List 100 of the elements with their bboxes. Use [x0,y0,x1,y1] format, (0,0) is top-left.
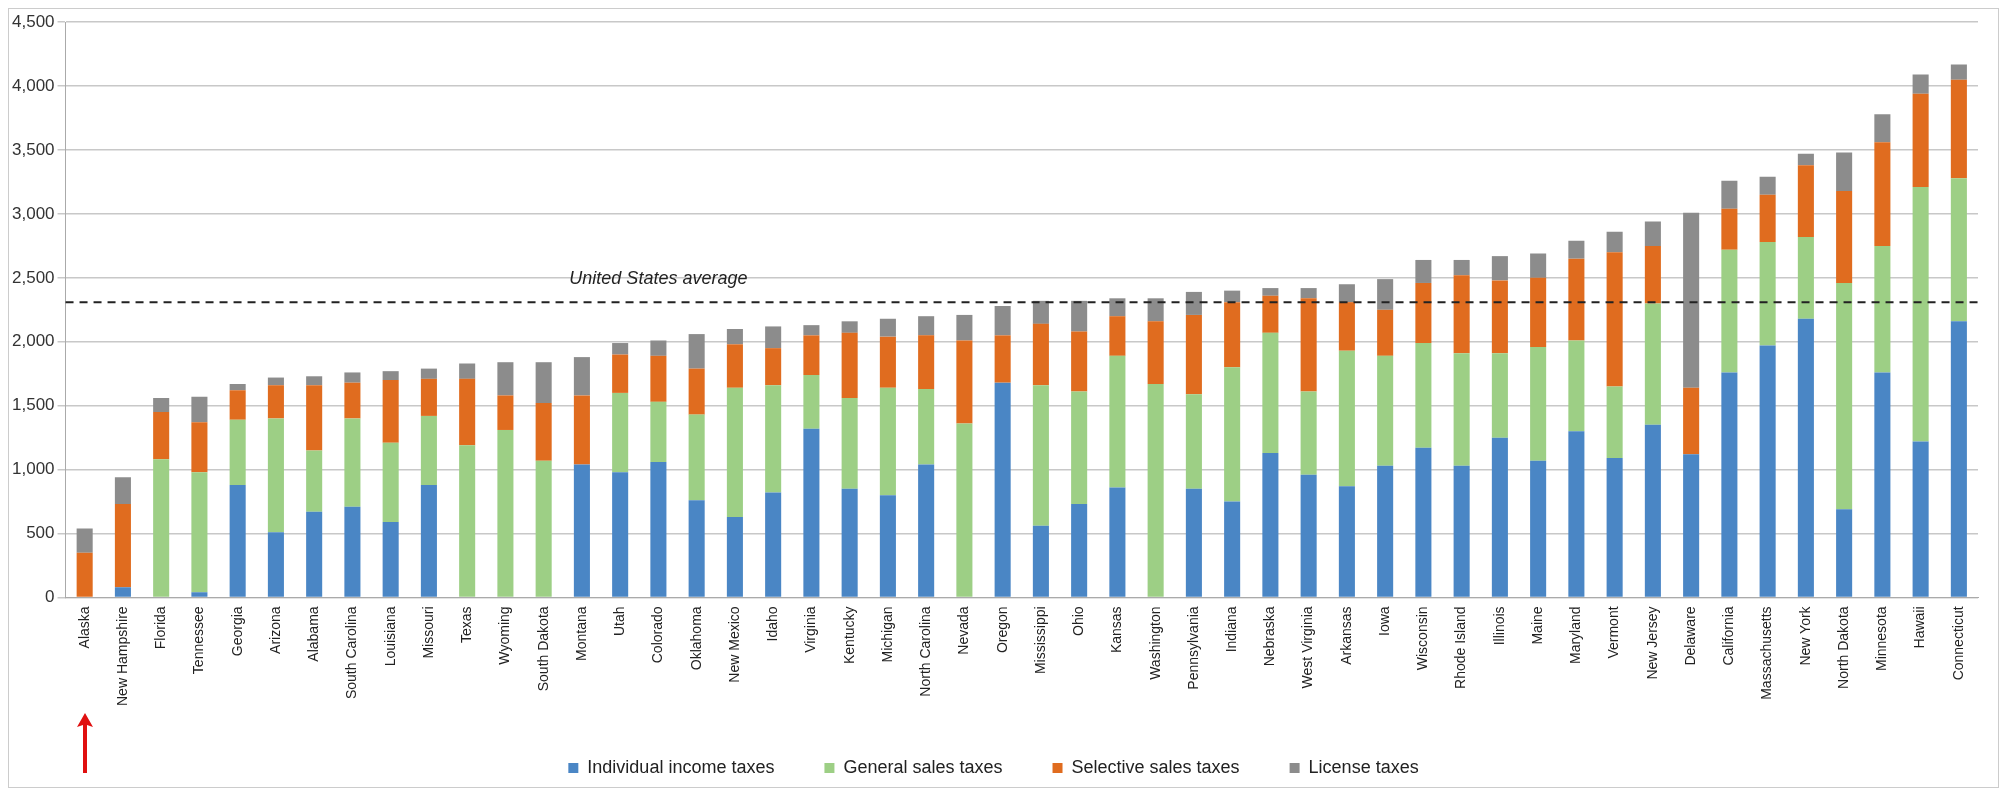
bar [1377,279,1394,310]
bar [382,522,399,597]
bar [1109,316,1126,356]
y-tick-label: 2,000 [11,331,55,351]
x-tick-label: Arizona [266,606,283,654]
bar [1491,437,1508,597]
bar [803,428,820,597]
bar [1644,424,1661,597]
bar [765,492,782,597]
bar [306,385,323,451]
bar [420,378,437,416]
bar [1950,79,1967,179]
bar [1912,93,1929,188]
bar [1912,187,1929,442]
bar [1224,290,1241,303]
bar [1185,394,1202,489]
x-tick-label: Iowa [1376,606,1392,636]
bar [229,390,246,420]
bar [420,484,437,597]
bar [1415,259,1432,283]
bar [726,516,743,597]
bar [1530,253,1547,278]
bar [1262,288,1279,296]
bar [114,504,131,588]
bar [1530,277,1547,347]
bar [1721,372,1738,597]
y-tick-label: 500 [26,523,55,543]
x-tick-label: Florida [152,606,169,650]
legend-label: Selective sales taxes [1071,756,1240,777]
bar [382,442,399,522]
bar [1262,295,1279,333]
x-tick-label: Hawaii [1911,606,1928,649]
bar [918,464,935,597]
bar [459,378,476,446]
bar [1338,302,1355,351]
bar [1836,509,1853,597]
bar [382,380,399,443]
x-tick-label: Utah [611,606,628,636]
bar [803,325,820,336]
bar [535,460,552,597]
x-tick-label: Illinois [1490,606,1507,646]
x-tick-label: Louisiana [381,606,398,667]
bar [382,371,399,381]
bar [153,412,170,460]
bar [726,328,743,345]
bar [612,392,629,473]
bar [114,587,131,597]
x-tick-label: Ohio [1070,606,1086,636]
bar [1032,300,1049,324]
bar [1453,465,1470,597]
bar [918,335,935,390]
x-tick-label: New York [1796,605,1813,666]
x-tick-label: New Hampshire [113,606,130,707]
x-tick-label: Pennsylvania [1184,606,1201,690]
bar [688,500,705,597]
x-tick-label: Rhode Island [1452,606,1469,689]
bar [1797,236,1814,319]
x-tick-label: Wisconsin [1414,606,1431,671]
bar [1071,300,1088,332]
bar [612,354,629,393]
ref-line-label: United States average [569,268,748,289]
bar [306,511,323,597]
bar [267,385,284,419]
bar [153,459,170,597]
bar [1759,176,1776,195]
bar [1147,298,1164,322]
bar [267,377,284,386]
bar [1377,309,1394,356]
bar [1912,74,1929,94]
bar [1415,447,1432,597]
x-tick-label: Vermont [1605,606,1622,659]
bar [1759,242,1776,346]
bar [841,398,858,489]
bar [1338,284,1355,303]
bar [1300,298,1317,392]
bar [1874,114,1891,143]
bar [535,403,552,461]
bar [1491,256,1508,281]
bar [1759,345,1776,597]
bar [765,326,782,349]
bar [650,355,667,402]
bar [459,445,476,597]
bar [994,335,1011,383]
x-tick-label: Indiana [1223,606,1239,653]
bar [803,335,820,375]
bar [1491,280,1508,354]
x-tick-label: Nevada [955,606,972,655]
bar [803,375,820,429]
bar [1491,353,1508,438]
bar [612,472,629,597]
bar [1797,153,1814,166]
bar [191,422,208,473]
bar [1300,474,1317,597]
bar [1568,431,1585,597]
x-tick-label: Kansas [1108,606,1125,654]
bar [956,423,973,597]
bar [1836,282,1853,510]
bar [879,387,896,496]
bar [1606,386,1623,459]
bar [344,382,361,419]
